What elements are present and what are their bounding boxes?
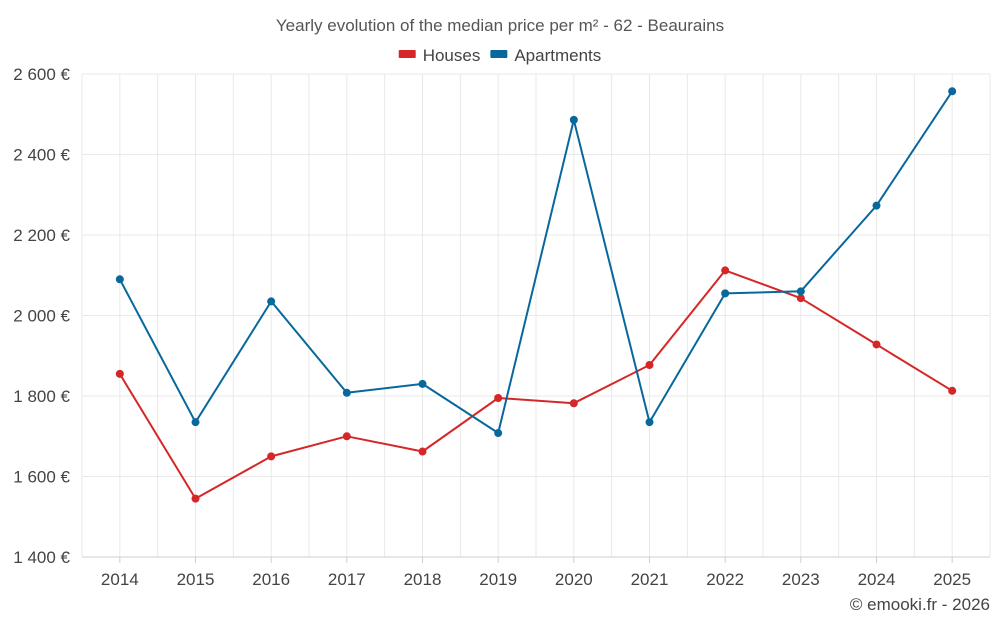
- data-point-apartments[interactable]: [494, 429, 503, 438]
- grid: [81, 73, 991, 557]
- x-tick-label: 2020: [555, 570, 593, 589]
- series-line-apartments: [118, 90, 954, 434]
- data-point-apartments[interactable]: [569, 115, 578, 124]
- data-point-apartments[interactable]: [796, 287, 805, 296]
- data-point-houses[interactable]: [494, 394, 503, 403]
- data-point-houses[interactable]: [872, 340, 881, 349]
- data-point-apartments[interactable]: [872, 201, 881, 210]
- data-point-apartments[interactable]: [115, 275, 124, 284]
- data-point-houses[interactable]: [948, 386, 957, 395]
- data-point-houses[interactable]: [645, 361, 654, 370]
- legend[interactable]: Houses Apartments: [398, 46, 602, 65]
- axes: 1 400 € 1 600 € 1 800 € 2 000 € 2 200 € 2 400…: [13, 65, 990, 589]
- x-tick-label: 2025: [933, 570, 971, 589]
- x-tick-label: 2017: [328, 570, 366, 589]
- legend-label-apartments: Apartments: [514, 46, 601, 65]
- y-tick-label: 1 800 €: [13, 387, 70, 406]
- x-tick-label: 2019: [479, 570, 517, 589]
- legend-swatch-apartments: [490, 50, 508, 58]
- legend-item-apartments[interactable]: Apartments: [490, 46, 601, 65]
- y-tick-label: 2 200 €: [13, 226, 70, 245]
- data-point-houses[interactable]: [796, 294, 805, 303]
- data-point-houses[interactable]: [569, 399, 578, 408]
- data-point-houses[interactable]: [721, 266, 730, 275]
- y-tick-label: 2 600 €: [13, 65, 70, 84]
- data-point-apartments[interactable]: [342, 388, 351, 397]
- y-tick-label: 1 400 €: [13, 548, 70, 567]
- y-tick-label: 2 000 €: [13, 307, 70, 326]
- y-tick-label: 1 600 €: [13, 468, 70, 487]
- data-point-houses[interactable]: [267, 452, 276, 461]
- chart-title: Yearly evolution of the median price per…: [276, 16, 724, 35]
- series-houses: [115, 266, 957, 503]
- x-tick-label: 2016: [252, 570, 290, 589]
- x-tick-label: 2015: [177, 570, 215, 589]
- series-apartments: [115, 87, 957, 438]
- legend-swatch-houses: [398, 50, 416, 58]
- data-point-apartments[interactable]: [267, 297, 276, 306]
- x-tick-label: 2023: [782, 570, 820, 589]
- legend-item-houses[interactable]: Houses: [398, 46, 481, 65]
- series-line-houses: [118, 269, 953, 500]
- x-tick-label: 2021: [631, 570, 669, 589]
- data-point-houses[interactable]: [191, 494, 200, 503]
- series-layer: [115, 87, 957, 503]
- data-point-apartments[interactable]: [191, 418, 200, 427]
- data-point-apartments[interactable]: [645, 418, 654, 427]
- y-tick-label: 2 400 €: [13, 146, 70, 165]
- x-tick-label: 2024: [858, 570, 896, 589]
- data-point-apartments[interactable]: [721, 289, 730, 298]
- data-point-houses[interactable]: [418, 447, 427, 456]
- legend-label-houses: Houses: [423, 46, 481, 65]
- data-point-apartments[interactable]: [418, 379, 427, 388]
- x-tick-label: 2018: [404, 570, 442, 589]
- x-tick-label: 2022: [706, 570, 744, 589]
- x-tick-label: 2014: [101, 570, 139, 589]
- data-point-houses[interactable]: [115, 369, 124, 378]
- credit-text: © emooki.fr - 2026: [850, 595, 990, 614]
- data-point-houses[interactable]: [342, 432, 351, 441]
- data-point-apartments[interactable]: [948, 87, 957, 96]
